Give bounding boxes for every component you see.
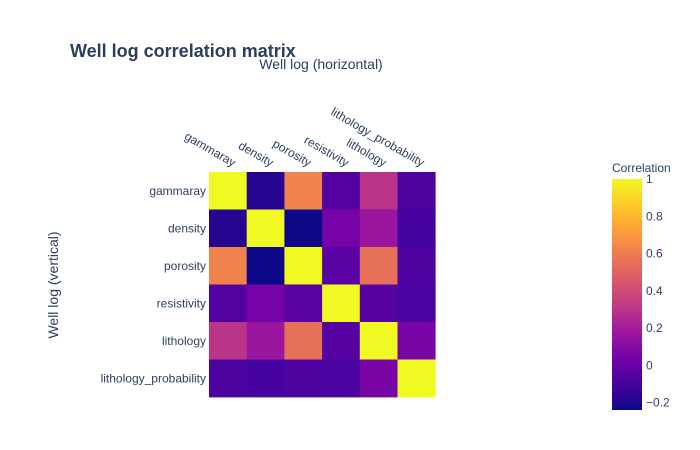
heatmap-cell: [322, 247, 361, 285]
heatmap-cell: [284, 172, 323, 210]
x-axis-title: Well log (horizontal): [259, 56, 382, 72]
colorbar-ticks: −0.2 0 0.2 0.4 0.6 0.8 1: [646, 172, 670, 410]
colorbar-title: Correlation: [612, 161, 671, 175]
colorbar-tick-label: 0.2: [646, 321, 663, 335]
heatmap-cell: [322, 209, 361, 248]
heatmap-cell: [359, 247, 398, 285]
chart-title: Well log correlation matrix: [70, 41, 296, 61]
heatmap-cell: [246, 247, 285, 285]
heatmap-cell: [359, 322, 398, 360]
heatmap-cell: [397, 322, 436, 360]
heatmap-cell: [209, 359, 248, 398]
y-axis-title: Well log (vertical): [45, 231, 61, 338]
heatmap-cell: [322, 284, 361, 323]
y-tick-label: resistivity: [157, 296, 206, 310]
heatmap-cell: [284, 322, 323, 360]
heatmap-cell: [209, 209, 248, 248]
heatmap-cell: [246, 172, 285, 210]
heatmap-cell: [322, 359, 361, 398]
heatmap-cell: [397, 247, 436, 285]
heatmap-cell: [246, 322, 285, 360]
heatmap-cell: [284, 209, 323, 248]
heatmap-cell: [209, 172, 248, 210]
colorbar-tick-label: 0.6: [646, 247, 663, 261]
colorbar-tick-label: 1: [646, 172, 653, 186]
heatmap-cells: [209, 172, 436, 398]
heatmap-cell: [322, 172, 361, 210]
colorbar-tick-label: 0.8: [646, 209, 663, 223]
y-tick-label: lithology: [162, 334, 206, 348]
heatmap-cell: [246, 284, 285, 323]
heatmap-cell: [359, 359, 398, 398]
heatmap-cell: [209, 247, 248, 285]
y-axis-ticks: gammaray density porosity resistivity lithol…: [101, 184, 206, 385]
heatmap-cell: [359, 284, 398, 323]
x-tick-label: density: [236, 138, 276, 169]
colorbar-tick-label: 0: [646, 358, 653, 372]
heatmap-cell: [209, 284, 248, 323]
heatmap-cell: [284, 359, 323, 398]
heatmap-cell: [246, 209, 285, 248]
heatmap-cell: [209, 322, 248, 360]
heatmap-cell: [322, 322, 361, 360]
colorbar-tick-label: −0.2: [646, 396, 670, 410]
heatmap-cell: [246, 359, 285, 398]
heatmap-cell: [397, 172, 436, 210]
y-tick-label: gammaray: [149, 184, 206, 198]
x-axis-ticks: gammaraydensityporosityresistivitylithol…: [182, 105, 427, 170]
heatmap-cell: [397, 359, 436, 398]
heatmap-cell: [359, 209, 398, 248]
colorbar-tick-label: 0.4: [646, 284, 663, 298]
y-tick-label: porosity: [164, 259, 206, 273]
colorbar: [612, 179, 642, 410]
y-tick-label: lithology_probability: [101, 371, 206, 385]
x-tick-label: gammaray: [182, 129, 238, 169]
heatmap-cell: [359, 172, 398, 210]
heatmap-cell: [397, 284, 436, 323]
heatmap-cell: [397, 209, 436, 248]
heatmap-cell: [284, 247, 323, 285]
heatmap-cell: [284, 284, 323, 323]
y-tick-label: density: [168, 221, 206, 235]
